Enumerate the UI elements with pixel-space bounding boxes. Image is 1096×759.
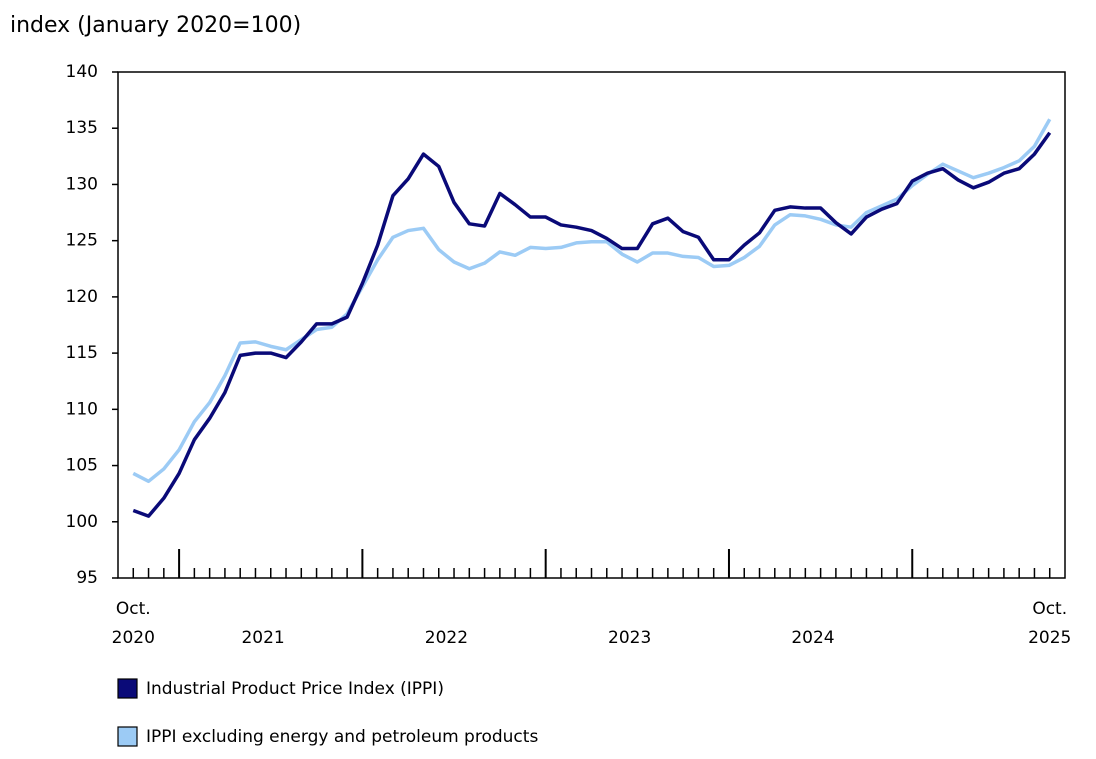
y-tick-label: 95 (76, 568, 98, 588)
y-tick-label: 120 (66, 287, 98, 307)
y-tick-label: 115 (66, 343, 98, 363)
year-label: 2022 (424, 628, 469, 648)
y-tick-label: 125 (66, 231, 98, 251)
y-axis-label: index (January 2020=100) (10, 13, 301, 38)
year-label: 2024 (791, 628, 835, 648)
y-tick-label: 100 (66, 512, 98, 532)
x-tick-label: Oct. 2025 (1028, 599, 1072, 648)
y-tick-label: 140 (66, 62, 98, 82)
year-label: 2021 (241, 628, 285, 648)
legend-label: IPPI excluding energy and petroleum prod… (146, 727, 538, 747)
y-tick-label: 105 (66, 456, 98, 476)
y-tick-label: 135 (66, 118, 98, 138)
series-line (132, 118, 1052, 484)
plot-frame (117, 71, 1066, 579)
y-tick-label: 130 (66, 174, 98, 194)
x-tick-label: Oct. 2020 (111, 599, 155, 648)
legend-label: Industrial Product Price Index (IPPI) (146, 679, 444, 699)
series-line (132, 131, 1052, 518)
y-tick-label: 110 (66, 399, 98, 419)
year-label: 2023 (608, 628, 652, 648)
legend-swatch (117, 678, 138, 699)
legend-swatch (117, 726, 138, 747)
